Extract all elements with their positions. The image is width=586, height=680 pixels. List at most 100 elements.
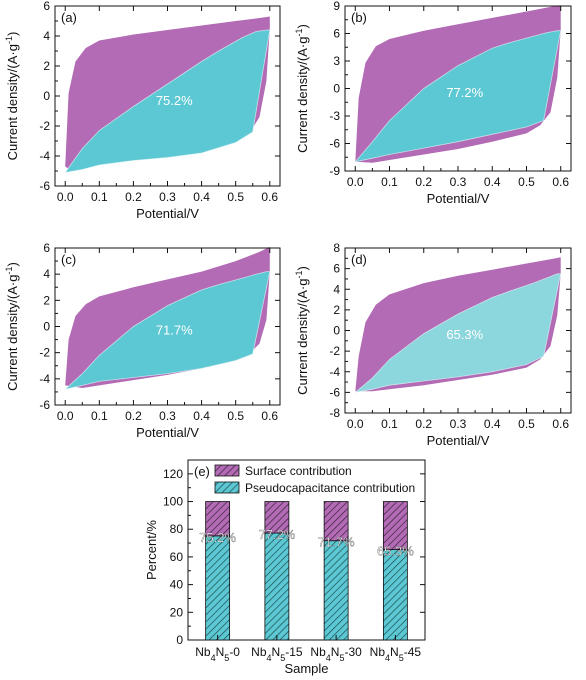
x-axis-label: Potential/V <box>136 425 199 440</box>
x-tick-label: 0.6 <box>552 175 569 189</box>
y-tick-label: 8 <box>333 241 340 255</box>
y-tick-label: -2 <box>329 344 340 358</box>
x-tick-label: 0.3 <box>450 417 467 431</box>
x-tick-label: 0.5 <box>227 190 244 204</box>
y-tick-label: 40 <box>170 578 184 592</box>
x-tick-label: 0.1 <box>381 417 398 431</box>
y-axis-label: Percent/% <box>144 520 159 580</box>
bar-pseudocapacitance <box>264 532 290 641</box>
bar-pseudocapacitance <box>323 540 349 641</box>
plot-frame <box>187 459 426 641</box>
panel-e: 0 20 40 60 80 100 120 75.2% Nb4N5-0 77.2% Nb4N5-15… <box>144 459 426 676</box>
y-tick-label: 2 <box>43 59 50 73</box>
legend: Surface contribution Pseudocapacitance co… <box>214 464 415 495</box>
y-tick-label: -4 <box>39 372 50 386</box>
cv-outline <box>64 29 271 173</box>
y-tick-label: 2 <box>43 293 50 307</box>
x-tick-label: 0.1 <box>91 409 108 423</box>
y-tick-label: 60 <box>170 550 184 564</box>
x-tick-label: 0.6 <box>552 417 569 431</box>
bar-data-label: 75.2% <box>199 530 236 545</box>
x-tick-label: Nb4N5-45 <box>370 645 422 663</box>
bar-data-label: 71.7% <box>318 535 355 550</box>
x-tick-label: 0.3 <box>159 409 176 423</box>
y-tick-label: 0 <box>333 82 340 96</box>
y-tick-label: -2 <box>39 346 50 360</box>
cv-outline <box>354 30 562 163</box>
x-tick-label: Nb4N5-0 <box>195 645 240 663</box>
x-tick-label: 0.1 <box>91 190 108 204</box>
x-tick-label: 0.2 <box>415 175 432 189</box>
cv-region-pseudocapacitance <box>65 271 270 390</box>
bar-surface <box>382 501 408 550</box>
x-tick-label: 0.4 <box>484 417 501 431</box>
x-axis-label: Potential/V <box>427 433 490 448</box>
y-axis-label: Current density/(A·g-1) <box>294 24 310 153</box>
y-tick-label: -8 <box>329 406 340 420</box>
percent-annotation: 71.7% <box>156 322 193 337</box>
legend-swatch-pseudocapacitance <box>214 481 240 494</box>
x-axis-label: Sample <box>284 661 328 676</box>
y-tick-label: 4 <box>43 29 50 43</box>
bar-surface <box>264 501 290 534</box>
y-axis-label: Current density/(A·g-1) <box>4 32 20 161</box>
y-tick-label: 0 <box>176 633 183 647</box>
x-tick-label: 0.4 <box>193 190 210 204</box>
y-tick-label: 0 <box>43 89 50 103</box>
x-tick-label: 0.2 <box>125 409 142 423</box>
panel-b: 0.0 0.1 0.2 0.3 0.4 0.5 0.6 -9 -6 -3 0 3 6 9 (b) 77.2% P… <box>294 0 572 206</box>
y-tick-label: 6 <box>43 0 50 13</box>
y-tick-label: 9 <box>333 0 340 13</box>
legend-label: Pseudocapacitance contribution <box>245 481 415 495</box>
x-tick-label: 0.0 <box>347 175 364 189</box>
y-tick-label: -4 <box>39 149 50 163</box>
x-tick-label: 0.0 <box>347 417 364 431</box>
panel-label: (b) <box>351 10 367 25</box>
y-tick-label: 100 <box>163 495 183 509</box>
y-tick-label: -6 <box>39 398 50 412</box>
x-tick-label: 0.5 <box>518 417 535 431</box>
legend-label: Surface contribution <box>245 464 352 478</box>
panel-d: 0.0 0.1 0.2 0.3 0.4 0.5 0.6 -8 -6 -4 -2 0 2 4 6 8 (d) 65.… <box>294 241 572 448</box>
cv-outline <box>64 271 271 390</box>
cv-region-pseudocapacitance <box>355 30 561 162</box>
x-tick-label: 0.2 <box>125 190 142 204</box>
cv-region-pseudocapacitance <box>65 30 270 173</box>
x-tick-label: 0.0 <box>57 190 74 204</box>
x-tick-label: 0.2 <box>415 417 432 431</box>
percent-annotation: 75.2% <box>156 93 193 108</box>
x-axis-label: Potential/V <box>136 206 199 221</box>
y-tick-label: 6 <box>43 241 50 255</box>
panel-label: (c) <box>61 252 76 267</box>
bar-surface <box>205 501 231 537</box>
cv-region-pseudocapacitance <box>355 273 561 393</box>
y-tick-label: 120 <box>163 467 183 481</box>
y-tick-label: 4 <box>43 267 50 281</box>
legend-swatch-surface <box>214 464 240 477</box>
y-tick-label: -9 <box>329 164 340 178</box>
x-axis-label: Potential/V <box>427 191 490 206</box>
percent-annotation: 77.2% <box>446 85 483 100</box>
y-tick-label: 0 <box>333 324 340 338</box>
panel-label: (d) <box>351 252 367 267</box>
panel-label: (a) <box>61 10 77 25</box>
x-tick-label: Nb4N5-30 <box>310 645 362 663</box>
x-tick-label: 0.5 <box>518 175 535 189</box>
cv-outline <box>355 273 562 393</box>
x-tick-label: 0.4 <box>193 409 210 423</box>
bar-data-label: 65.3% <box>377 544 414 559</box>
x-tick-label: 0.6 <box>261 190 278 204</box>
panel-label: (e) <box>194 464 210 479</box>
bar-surface <box>323 501 349 542</box>
x-tick-label: 0.3 <box>450 175 467 189</box>
y-tick-label: 80 <box>170 522 184 536</box>
y-tick-label: 3 <box>333 54 340 68</box>
y-tick-label: -6 <box>329 385 340 399</box>
y-tick-label: -2 <box>39 119 50 133</box>
x-tick-label: 0.4 <box>484 175 501 189</box>
x-tick-label: 0.6 <box>261 409 278 423</box>
panel-a: 0.0 0.1 0.2 0.3 0.4 0.5 0.6 -6 -4 -2 0 2 4 6 (a) 75.2% P… <box>4 0 281 221</box>
x-tick-label: 0.3 <box>159 190 176 204</box>
bar-data-label: 77.2% <box>258 527 295 542</box>
